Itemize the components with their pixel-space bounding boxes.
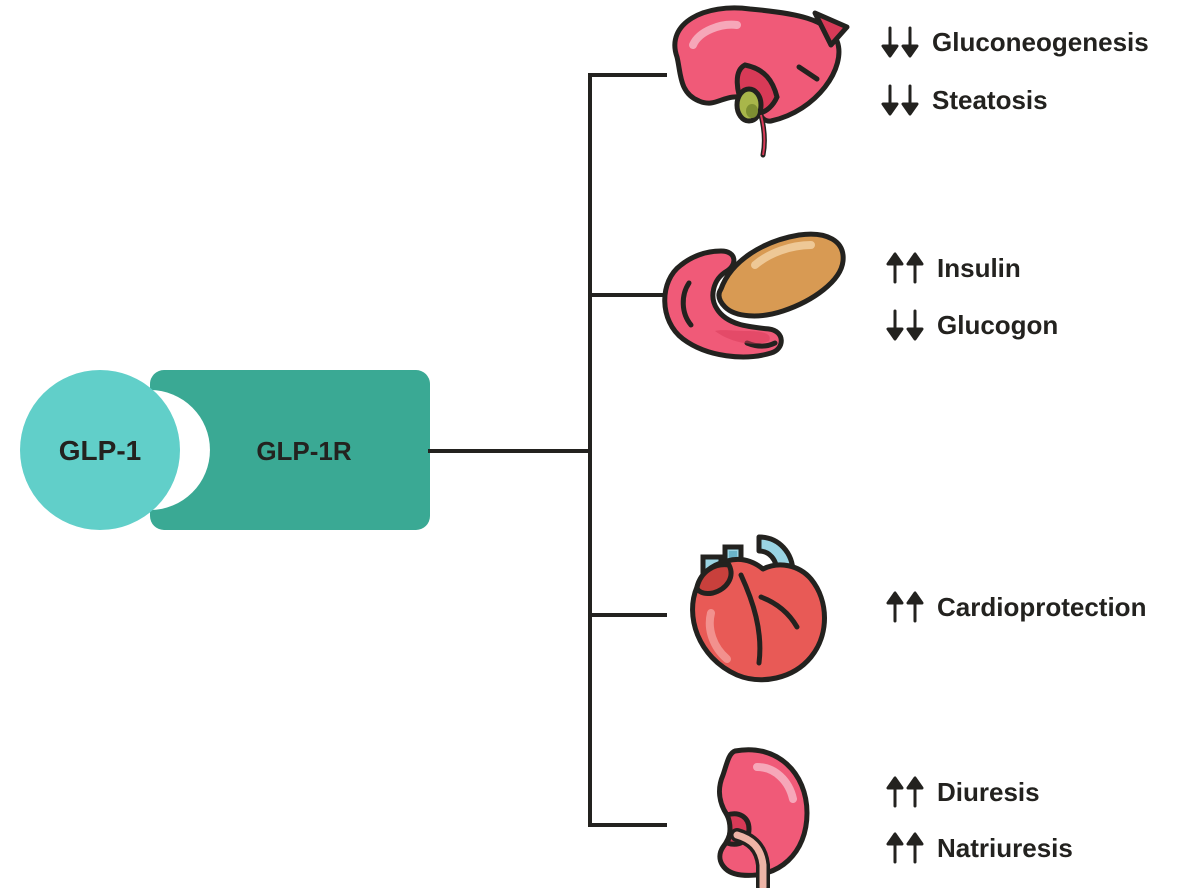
receptor-label: GLP-1R xyxy=(256,436,352,466)
down-arrows-icon xyxy=(888,311,922,339)
effect-label: Natriuresis xyxy=(937,833,1073,863)
up-arrows-icon xyxy=(888,778,922,806)
connector-lines xyxy=(430,75,665,825)
up-arrows-icon xyxy=(888,254,922,282)
down-arrows-icon xyxy=(883,28,917,56)
effect-label: Diuresis xyxy=(937,777,1040,807)
up-arrows-icon xyxy=(888,834,922,862)
up-arrows-icon xyxy=(888,593,922,621)
receptor-shape: GLP-1R xyxy=(148,370,430,530)
effect-label: Glucogon xyxy=(937,310,1058,340)
ligand-shape: GLP-1 xyxy=(20,370,180,530)
ligand-label: GLP-1 xyxy=(59,435,141,466)
kidney-icon xyxy=(720,750,807,887)
effect-label: Gluconeogenesis xyxy=(932,27,1149,57)
down-arrows-icon xyxy=(883,86,917,114)
effect-label: Cardioprotection xyxy=(937,592,1146,622)
effect-label: Steatosis xyxy=(932,85,1048,115)
pancreas-icon xyxy=(665,234,843,357)
heart-icon xyxy=(693,537,825,680)
diagram-canvas: GLP-1R GLP-1 Gluconeogenesis Steatosis Insul… xyxy=(0,0,1200,888)
liver-icon xyxy=(675,8,847,155)
effect-label: Insulin xyxy=(937,253,1021,283)
